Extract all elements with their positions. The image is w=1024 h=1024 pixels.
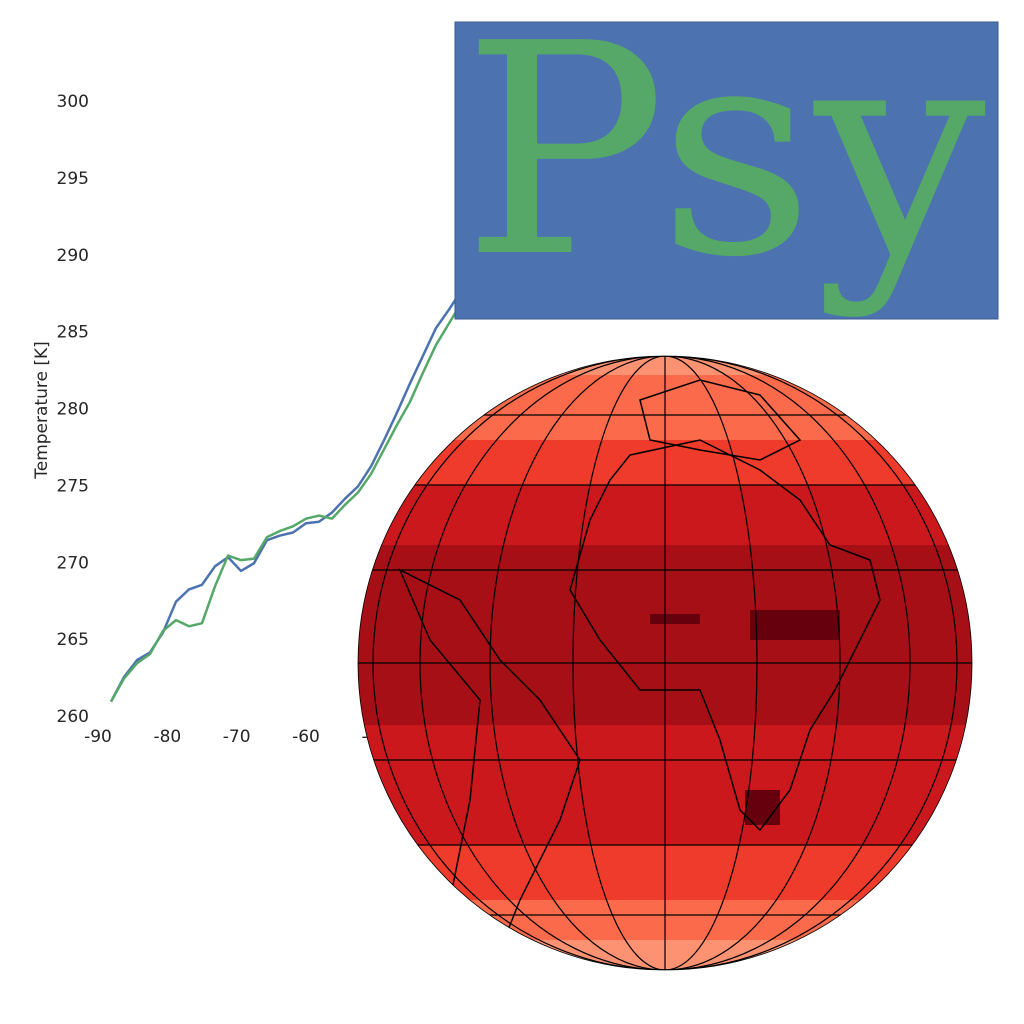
y-tick-label: 270: [57, 553, 89, 573]
hot-patch: [745, 790, 780, 825]
y-tick-label: 260: [57, 707, 89, 727]
logo-box: Psy: [454, 0, 999, 321]
y-tick-label: 285: [57, 323, 89, 343]
globe-outline: [357, 355, 973, 971]
series-line: [109, 288, 464, 703]
y-tick-label: 295: [57, 169, 89, 189]
hot-patch: [750, 610, 840, 640]
globe: [357, 355, 973, 971]
y-tick-label: 275: [57, 476, 89, 496]
hot-patch: [650, 614, 700, 624]
logo-background: [454, 21, 999, 320]
y-tick-label: 300: [57, 92, 89, 112]
y-tick-label: 265: [57, 630, 89, 650]
series-line: [109, 301, 464, 703]
coastline: [398, 568, 581, 952]
coastline: [639, 379, 802, 461]
logo-text: Psy: [462, 0, 986, 321]
x-tick-label: -60: [292, 727, 320, 747]
globe-fill: [358, 356, 972, 970]
y-tick-label: 280: [57, 400, 89, 420]
coastline: [569, 439, 881, 832]
x-tick-label: -80: [153, 727, 181, 747]
y-axis-label: Temperature [K]: [32, 341, 52, 480]
x-tick-label: -70: [223, 727, 251, 747]
x-tick-label: -90: [84, 727, 112, 747]
y-tick-label: 290: [57, 246, 89, 266]
